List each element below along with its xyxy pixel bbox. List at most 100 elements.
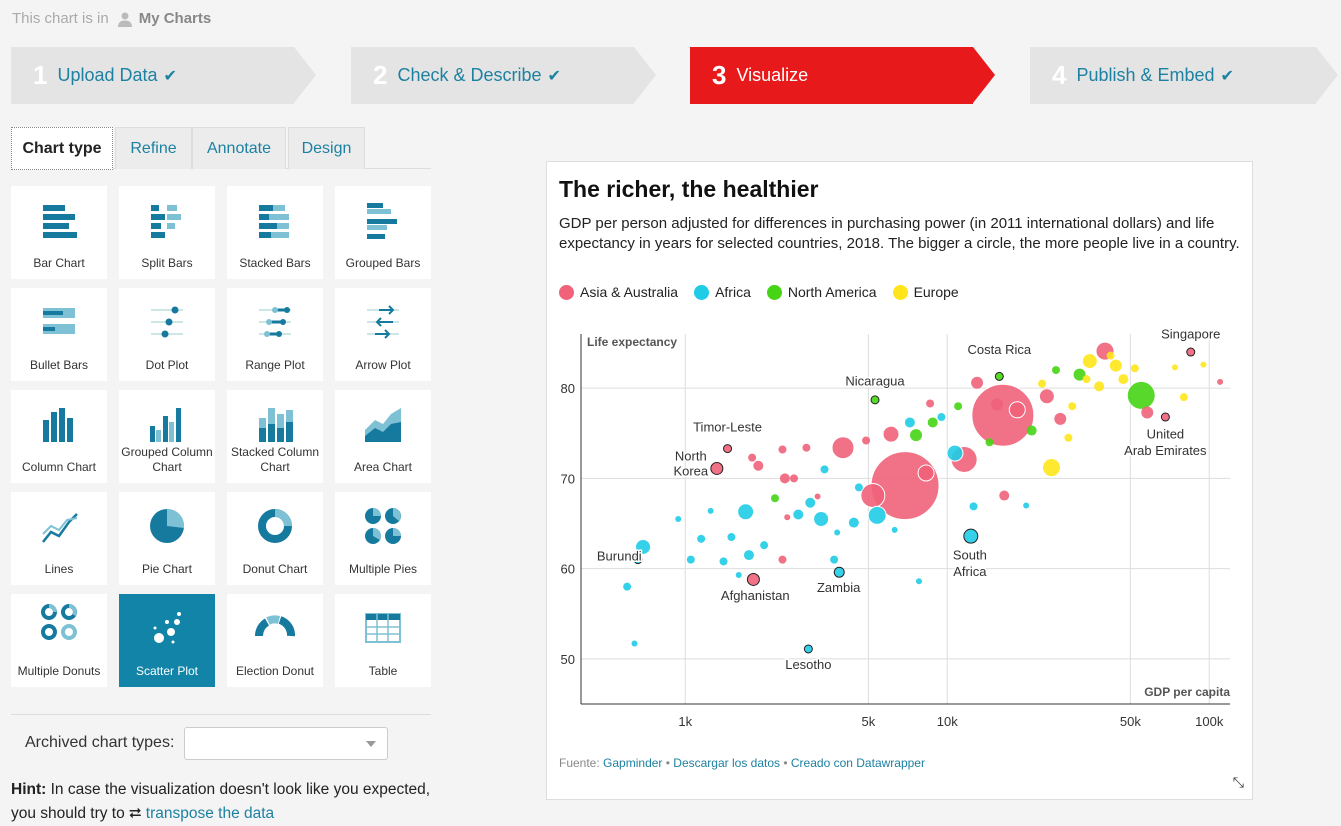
tab-refine[interactable]: Refine — [115, 127, 192, 169]
chart-type-label: Multiple Donuts — [17, 664, 101, 678]
data-point — [985, 438, 994, 447]
chart-type-election-donut[interactable]: Election Donut — [227, 594, 323, 687]
scatter-plot-icon — [153, 612, 181, 644]
data-point — [1186, 347, 1196, 357]
point-label: Costa Rica — [968, 342, 1032, 357]
chart-type-scatter-plot[interactable]: Scatter Plot — [119, 594, 215, 687]
data-point — [789, 474, 798, 483]
chart-type-grouped-bars[interactable]: Grouped Bars — [335, 186, 431, 279]
data-point — [737, 503, 755, 521]
data-point — [854, 483, 863, 492]
chart-type-label: Multiple Pies — [348, 562, 418, 576]
table-icon — [365, 613, 401, 643]
election-donut-icon — [255, 615, 295, 637]
data-point — [910, 429, 923, 442]
data-point — [1039, 389, 1054, 404]
resize-handle-icon[interactable]: ⤡ — [1232, 774, 1244, 790]
sidebar-tabs: Chart type Refine Annotate Design — [11, 127, 431, 170]
data-point — [784, 514, 791, 521]
chart-type-donut-chart[interactable]: Donut Chart — [227, 492, 323, 585]
data-point — [882, 425, 900, 443]
chart-type-label: Arrow Plot — [355, 358, 411, 372]
step-label: Check & Describe — [397, 65, 542, 85]
chart-type-range-plot[interactable]: Range Plot — [227, 288, 323, 381]
data-point — [1082, 375, 1091, 384]
tab-chart-type[interactable]: Chart type — [11, 127, 113, 170]
data-point — [636, 539, 651, 554]
data-point — [831, 436, 855, 460]
chart-type-multiple-pies[interactable]: Multiple Pies — [335, 492, 431, 585]
chart-type-split-bars[interactable]: Split Bars — [119, 186, 215, 279]
donut-chart-icon — [258, 509, 292, 543]
step-check-describe[interactable]: 2 Check & Describe ✔ — [351, 47, 656, 104]
chart-type-table[interactable]: Table — [335, 594, 431, 687]
chart-type-bullet-bars[interactable]: Bullet Bars — [11, 288, 107, 381]
my-charts-link[interactable]: My Charts — [117, 10, 211, 27]
data-point — [862, 436, 871, 445]
data-point — [1023, 502, 1030, 509]
source-link[interactable]: Gapminder — [603, 756, 663, 770]
chart-type-arrow-plot[interactable]: Arrow Plot — [335, 288, 431, 381]
chart-type-dot-plot[interactable]: Dot Plot — [119, 288, 215, 381]
data-point — [707, 507, 714, 514]
chart-type-label: Lines — [44, 562, 74, 576]
chart-type-label: Stacked Column Chart — [230, 445, 320, 474]
data-point — [848, 517, 859, 528]
data-point — [870, 395, 880, 405]
data-point — [770, 494, 779, 503]
chart-type-grouped-column-chart[interactable]: Grouped Column Chart — [119, 390, 215, 483]
chart-type-area-chart[interactable]: Area Chart — [335, 390, 431, 483]
chart-type-bar-chart[interactable]: Bar Chart — [11, 186, 107, 279]
data-point — [802, 443, 811, 452]
data-point — [735, 571, 742, 578]
legend-label: North America — [787, 284, 877, 300]
tab-design[interactable]: Design — [288, 127, 365, 169]
archived-chart-types-select[interactable] — [184, 727, 388, 760]
download-data-link[interactable]: Descargar los datos — [673, 756, 781, 770]
step-publish-embed[interactable]: 4 Publish & Embed ✔ — [1030, 47, 1338, 104]
dot-plot-icon — [151, 306, 183, 338]
data-point — [1038, 379, 1047, 388]
range-plot-icon — [259, 307, 291, 337]
legend-label: Asia & Australia — [580, 284, 679, 300]
data-point — [633, 555, 643, 565]
legend-swatch — [766, 284, 782, 300]
step-visualize[interactable]: 3 Visualize — [690, 47, 995, 104]
lines-icon — [42, 513, 78, 543]
legend-swatch — [892, 284, 908, 300]
legend-swatch — [694, 284, 710, 300]
tab-annotate[interactable]: Annotate — [192, 127, 286, 169]
y-axis-label: Life expectancy — [587, 335, 677, 349]
chart-type-lines[interactable]: Lines — [11, 492, 107, 585]
chart-subtitle: GDP per person adjusted for differences … — [559, 215, 1240, 252]
created-with-link[interactable]: Creado con Datawrapper — [790, 756, 925, 770]
step-number: 2 — [373, 60, 388, 90]
checkmark-icon: ✔ — [547, 67, 561, 85]
chart-type-column-chart[interactable]: Column Chart — [11, 390, 107, 483]
step-upload-data[interactable]: 1 Upload Data ✔ — [11, 47, 316, 104]
chart-type-stacked-column-chart[interactable]: Stacked Column Chart — [227, 390, 323, 483]
chart-type-multiple-donuts[interactable]: Multiple Donuts — [11, 594, 107, 687]
x-tick-label: 100k — [1195, 714, 1224, 729]
data-point — [917, 464, 935, 482]
data-point — [779, 473, 790, 484]
chart-legend: Asia & Australia Africa North America Eu… — [559, 284, 959, 300]
chart-type-label: Stacked Bars — [239, 256, 311, 270]
chart-type-stacked-bars[interactable]: Stacked Bars — [227, 186, 323, 279]
data-point — [1130, 364, 1139, 373]
point-label: North — [675, 448, 707, 463]
data-point — [1068, 402, 1077, 411]
chart-title: The richer, the healthier — [559, 176, 819, 202]
checkmark-icon: ✔ — [163, 67, 177, 85]
transpose-data-link[interactable]: transpose the data — [145, 805, 275, 822]
pie-chart-icon — [150, 508, 185, 543]
data-point — [1064, 433, 1073, 442]
data-point — [743, 550, 754, 561]
split-bars-icon — [151, 205, 181, 238]
data-point — [778, 445, 787, 454]
data-point — [937, 413, 946, 422]
data-point — [994, 371, 1004, 381]
point-label: Lesotho — [785, 657, 831, 672]
divider — [11, 714, 431, 715]
chart-type-pie-chart[interactable]: Pie Chart — [119, 492, 215, 585]
